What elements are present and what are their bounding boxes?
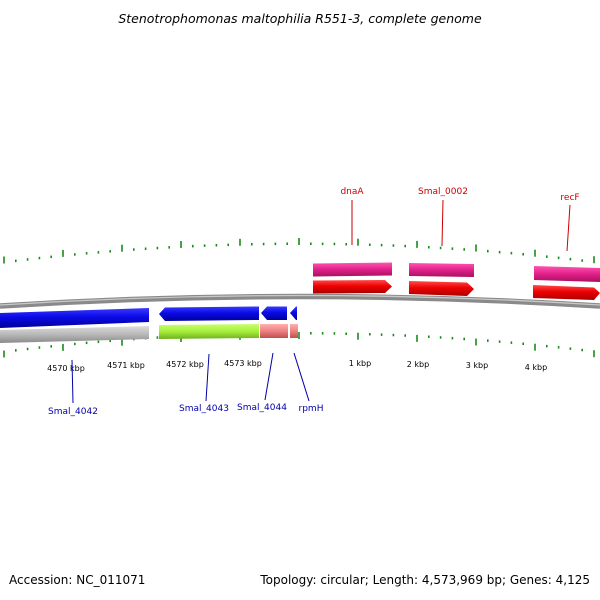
scale-label-3kbp: 3 kbp xyxy=(466,361,488,370)
genome-backbone-highlight xyxy=(0,294,600,306)
scale-label-2kbp: 2 kbp xyxy=(407,360,429,369)
dnaA-cds-arrow[interactable] xyxy=(313,280,392,294)
leader-line-smal-4044 xyxy=(264,352,274,401)
gene-label-smal-0002[interactable]: Smal_0002 xyxy=(418,187,468,197)
forward-gene-track xyxy=(313,262,600,282)
accession-label: Accession: NC_011071 xyxy=(9,573,146,587)
dnaA-gene-bar[interactable] xyxy=(313,262,392,277)
rpmH-gene-bar[interactable] xyxy=(290,324,298,338)
smal-4042-gene-bar[interactable] xyxy=(0,326,149,343)
scale-label-4kbp: 4 kbp xyxy=(525,363,547,372)
smal-0002-gene-bar[interactable] xyxy=(409,263,474,277)
leader-line-recF xyxy=(566,204,571,252)
rpmH-cds-arrow[interactable] xyxy=(290,306,297,321)
upper-tick-ruler xyxy=(3,238,595,264)
forward-cds-track xyxy=(313,280,600,300)
reverse-gene-track xyxy=(0,324,298,343)
smal-4043-cds-arrow[interactable] xyxy=(159,306,259,322)
leader-line-smal-4043 xyxy=(205,353,210,402)
genome-backbone xyxy=(0,293,600,309)
recF-gene-bar[interactable] xyxy=(534,266,600,282)
gene-label-smal-4044[interactable]: Smal_4044 xyxy=(237,403,287,413)
gene-label-smal-4043[interactable]: Smal_4043 xyxy=(179,404,229,414)
reverse-leader-lines xyxy=(71,352,310,404)
smal-4044-cds-arrow[interactable] xyxy=(261,306,287,321)
scale-label-4573kbp: 4573 kbp xyxy=(224,359,262,368)
leader-line-smal-0002 xyxy=(441,199,444,247)
gene-label-smal-4042[interactable]: Smal_4042 xyxy=(48,407,98,417)
leader-line-rpmH xyxy=(293,352,310,402)
gene-label-rpmH[interactable]: rpmH xyxy=(299,404,324,414)
scale-label-4572kbp: 4572 kbp xyxy=(166,360,204,369)
gene-label-recF[interactable]: recF xyxy=(560,193,579,203)
genome-title: Stenotrophomonas maltophilia R551-3, com… xyxy=(118,11,482,26)
forward-leader-lines xyxy=(351,199,571,252)
recF-cds-arrow[interactable] xyxy=(533,285,600,300)
scale-label-1kbp: 1 kbp xyxy=(349,359,371,368)
genome-summary-label: Topology: circular; Length: 4,573,969 bp… xyxy=(260,573,590,587)
reverse-cds-track xyxy=(0,306,297,328)
gene-label-dnaA[interactable]: dnaA xyxy=(340,187,364,197)
smal-0002-cds-arrow[interactable] xyxy=(409,281,474,296)
leader-line-smal-4042 xyxy=(71,359,74,404)
smal-4043-gene-bar[interactable] xyxy=(159,324,259,339)
smal-4044-gene-bar[interactable] xyxy=(260,324,288,338)
scale-label-4570kbp: 4570 kbp xyxy=(47,364,85,373)
smal-4042-cds-arrow[interactable] xyxy=(0,308,149,328)
scale-label-4571kbp: 4571 kbp xyxy=(107,361,145,370)
